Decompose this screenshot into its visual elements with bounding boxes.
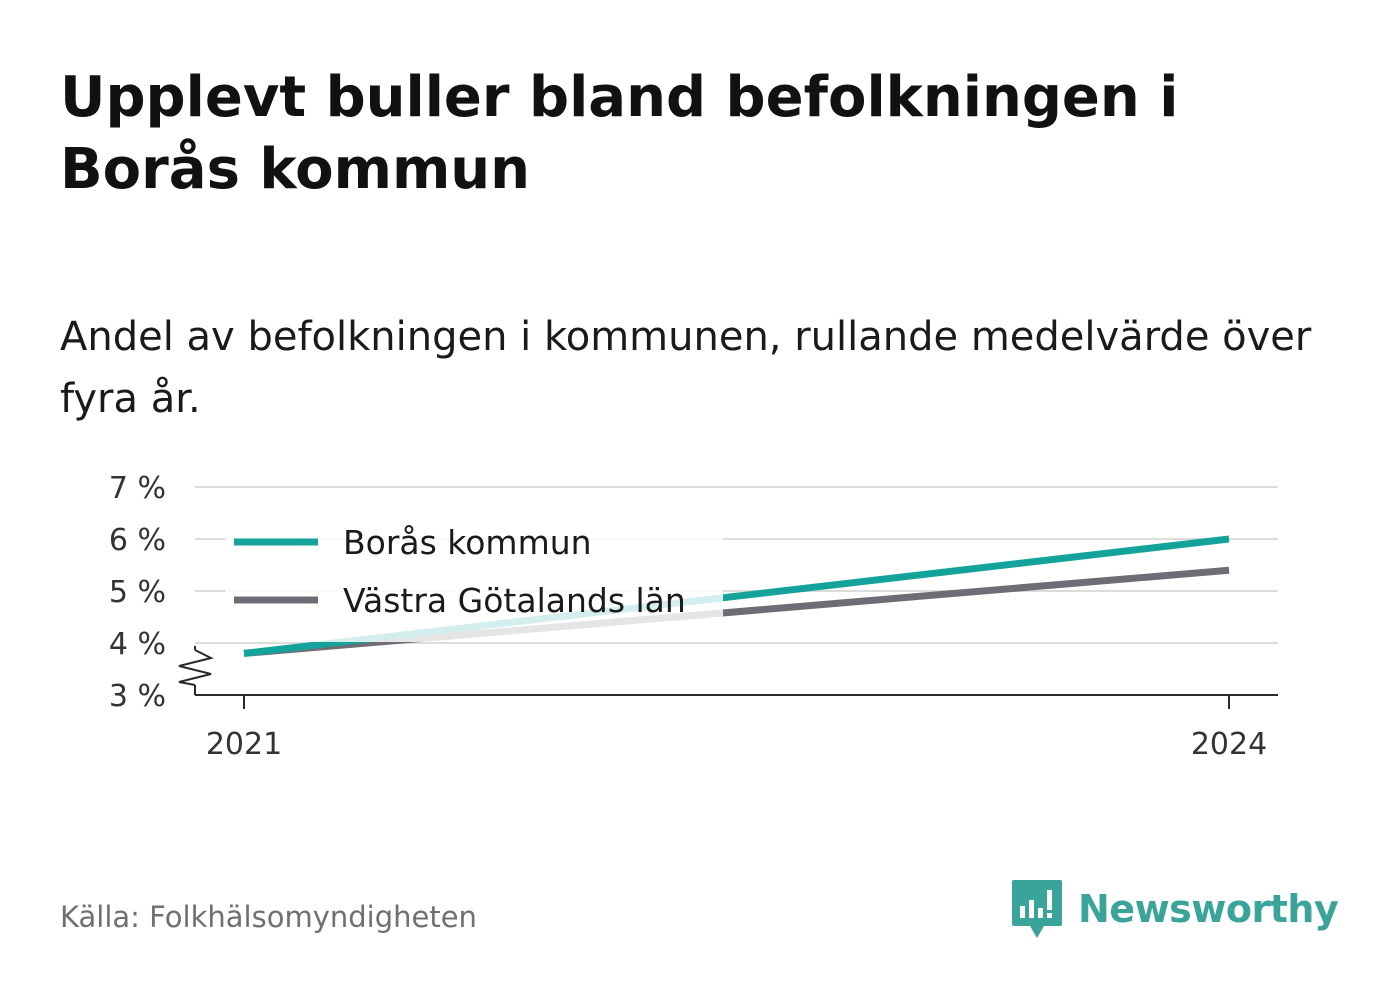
axis-break-icon	[178, 649, 214, 686]
y-tick-label: 7 %	[109, 471, 166, 506]
x-tick-label: 2021	[206, 727, 282, 762]
newsworthy-logo-icon	[1012, 880, 1062, 938]
legend-label: Borås kommun	[343, 523, 592, 562]
y-tick-label: 3 %	[109, 679, 166, 714]
legend-label: Västra Götalands län	[343, 581, 686, 620]
line-chart: 3 % 4 % 5 % 6 % 7 % 2021 2024 Borås kommun Västr…	[109, 471, 1278, 762]
y-tick-label: 4 %	[109, 627, 166, 662]
y-tick-label: 6 %	[109, 523, 166, 558]
source-note: Källa: Folkhälsomyndigheten	[60, 900, 477, 934]
chart-subtitle: Andel av befolkningen i kommunen, rullan…	[60, 314, 1312, 422]
x-tick-label: 2024	[1191, 727, 1267, 762]
chart-title: Upplevt buller bland befolkningen i Borå…	[60, 65, 1179, 202]
brand-logo: Newsworthy	[1010, 878, 1339, 940]
brand-name: Newsworthy	[1078, 887, 1339, 931]
y-tick-label: 5 %	[109, 575, 166, 610]
